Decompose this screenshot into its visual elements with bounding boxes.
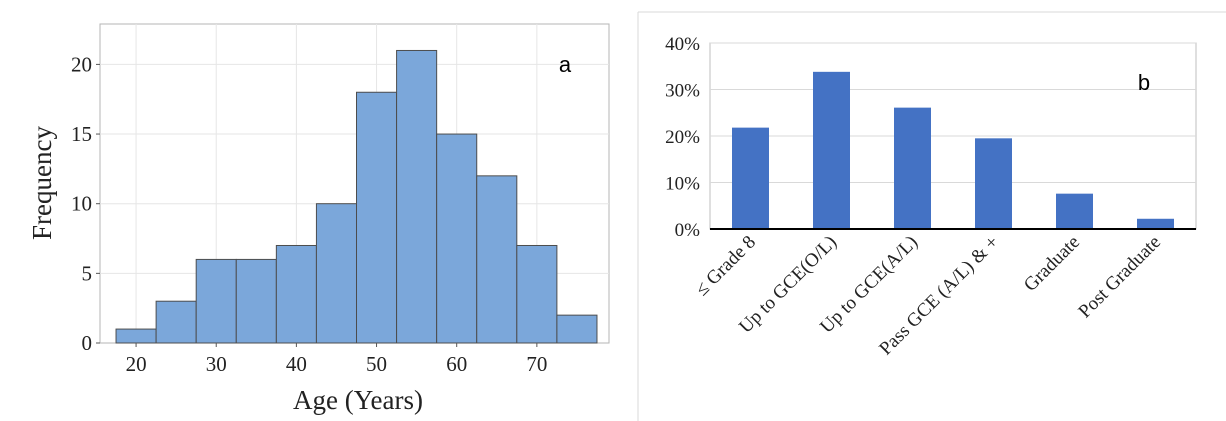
histogram-bar	[437, 134, 477, 343]
education-bar	[732, 128, 769, 229]
panel-a-x-axis-label: Age (Years)	[293, 385, 423, 415]
panel-a-x-tick-label: 50	[366, 352, 387, 376]
panel-a-x-tick-label: 70	[526, 352, 547, 376]
histogram-bar	[357, 92, 397, 343]
panel-b-category-label: Graduate	[1020, 232, 1084, 296]
panel-b-y-tick-label: 0%	[675, 220, 701, 241]
histogram-bar	[156, 301, 196, 343]
histogram-bar	[316, 204, 356, 343]
panel-a-x-tick-label: 30	[206, 352, 227, 376]
histogram-bar	[397, 50, 437, 343]
histogram-panel-a: 20 30 40 50 60 70 0 5 10 15 20 Age (Years) Freque…	[0, 0, 630, 421]
panel-b-label: b	[1138, 70, 1150, 95]
panel-a-y-tick-label: 20	[71, 52, 92, 76]
histogram-bar	[517, 245, 557, 343]
panel-b-y-tick-label: 40%	[665, 34, 700, 55]
histogram-bar	[116, 329, 156, 343]
education-bar	[1137, 219, 1174, 229]
panel-a-y-axis-label: Frequency	[27, 126, 57, 240]
panel-b-category-labels: ≤ Grade 8Up to GCE(O/L)Up to GCE(A/L)Pas…	[692, 232, 1165, 360]
panel-b-y-tick-label: 30%	[665, 81, 700, 102]
histogram-bar	[276, 245, 316, 343]
panel-a-x-tick-label: 60	[446, 352, 467, 376]
panel-a-y-tick-label: 15	[71, 122, 92, 146]
histogram-bar	[236, 259, 276, 343]
panel-a-label: a	[559, 52, 572, 77]
histogram-bar	[557, 315, 597, 343]
education-bar	[813, 72, 850, 229]
histogram-bar	[196, 259, 236, 343]
panel-a-y-tick-label: 5	[82, 261, 93, 285]
panel-b-y-tick-label: 20%	[665, 127, 700, 148]
panel-b-category-label: ≤ Grade 8	[692, 232, 760, 300]
panel-b-category-label: Post Graduate	[1074, 232, 1165, 323]
bar-chart-panel-b: 0% 10% 20% 30% 40% ≤ Grade 8Up to GCE(O/L)Up…	[665, 34, 1196, 359]
education-bar	[975, 138, 1012, 229]
panel-a-x-tick-label: 40	[286, 352, 307, 376]
panel-a-y-tick-label: 10	[71, 192, 92, 216]
histogram-bar	[477, 176, 517, 343]
panel-a-y-tick-label: 0	[82, 331, 93, 355]
education-bar	[894, 108, 931, 229]
panel-a-x-tick-label: 20	[126, 352, 147, 376]
panel-b-y-tick-label: 10%	[665, 174, 700, 195]
panel-b-y-tick-labels: 0% 10% 20% 30% 40%	[665, 34, 700, 241]
education-bar	[1056, 194, 1093, 229]
